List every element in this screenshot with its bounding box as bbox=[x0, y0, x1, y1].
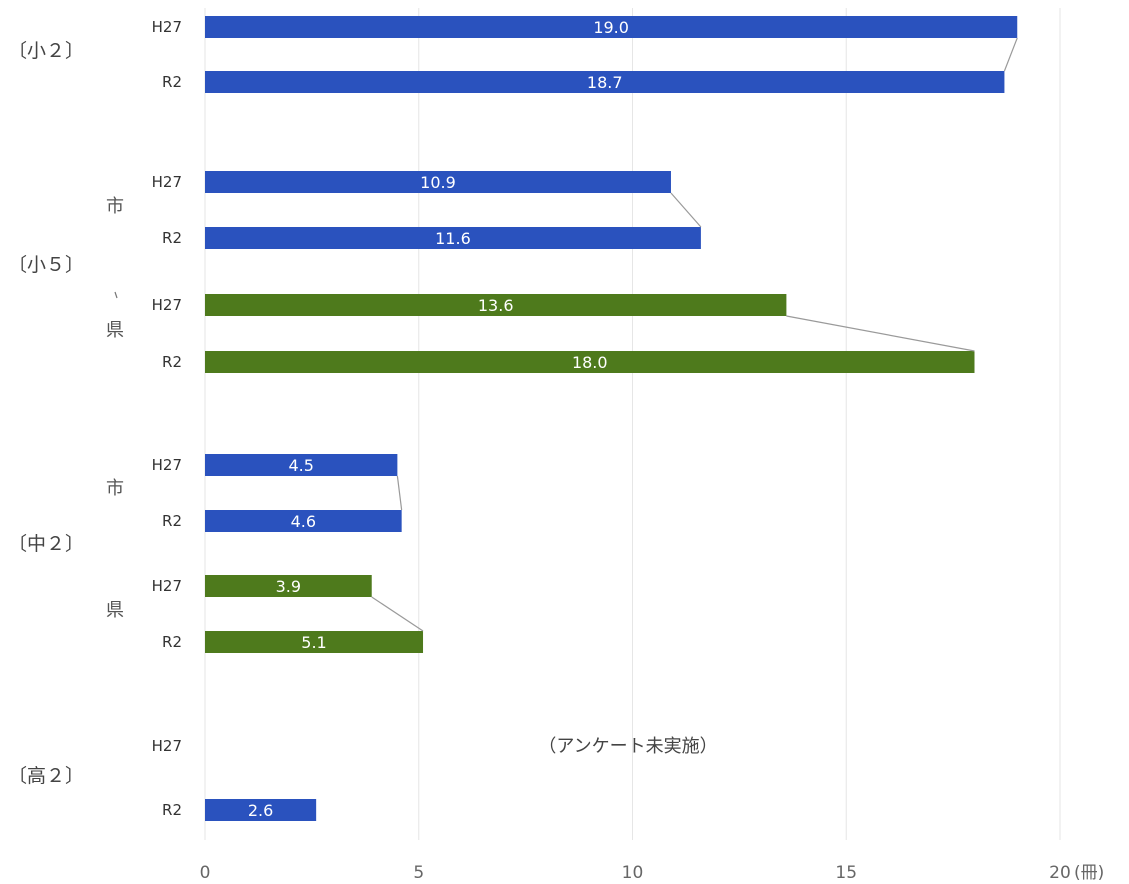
change-connector-line bbox=[396, 475, 403, 511]
year-label: R2 bbox=[162, 73, 182, 91]
year-label: R2 bbox=[162, 229, 182, 247]
change-connector-line bbox=[670, 192, 702, 228]
bar-value-label: 10.9 bbox=[420, 173, 456, 192]
bar bbox=[205, 631, 424, 653]
separator-mark bbox=[114, 291, 118, 299]
x-tick-label: 20 bbox=[1049, 863, 1071, 883]
bar-value-label: 5.1 bbox=[301, 633, 326, 652]
bar bbox=[205, 227, 701, 249]
bar bbox=[205, 294, 787, 316]
year-label: R2 bbox=[162, 512, 182, 530]
year-label: H27 bbox=[152, 18, 182, 36]
year-label: H27 bbox=[152, 173, 182, 191]
x-tick-label: 5 bbox=[413, 863, 424, 883]
group-label: 〔高２〕 bbox=[8, 765, 84, 787]
bar-value-label: 18.7 bbox=[587, 73, 623, 92]
bar-value-label: 13.6 bbox=[478, 296, 514, 315]
annotation-not-surveyed: （アンケート未実施） bbox=[538, 736, 717, 757]
x-unit-label: (冊) bbox=[1074, 863, 1104, 883]
side-label: 市 bbox=[106, 478, 124, 499]
bar bbox=[205, 799, 317, 821]
x-tick-label: 0 bbox=[200, 863, 211, 883]
change-connector-line bbox=[371, 596, 424, 632]
bar bbox=[205, 71, 1005, 93]
year-label: H27 bbox=[152, 577, 182, 595]
bar bbox=[205, 575, 372, 597]
side-label: 市 bbox=[106, 196, 124, 217]
side-label: 県 bbox=[106, 320, 124, 341]
bar bbox=[205, 510, 402, 532]
change-connector-line bbox=[786, 315, 975, 352]
bar bbox=[205, 16, 1018, 38]
bar bbox=[205, 171, 671, 193]
x-tick-label: 10 bbox=[622, 863, 644, 883]
year-label: R2 bbox=[162, 801, 182, 819]
bar bbox=[205, 351, 975, 373]
year-label: H27 bbox=[152, 296, 182, 314]
year-label: R2 bbox=[162, 353, 182, 371]
x-tick-label: 15 bbox=[835, 863, 857, 883]
group-label: 〔小５〕 bbox=[8, 254, 84, 276]
bar-value-label: 2.6 bbox=[248, 801, 273, 820]
bar bbox=[205, 454, 398, 476]
bar-value-label: 18.0 bbox=[572, 353, 608, 372]
group-label: 〔中２〕 bbox=[8, 533, 84, 555]
year-label: H27 bbox=[152, 456, 182, 474]
year-label: H27 bbox=[152, 737, 182, 755]
bar-value-label: 4.6 bbox=[291, 512, 316, 531]
bar-value-label: 3.9 bbox=[276, 577, 301, 596]
change-connector-line bbox=[1003, 37, 1018, 72]
year-label: R2 bbox=[162, 633, 182, 651]
group-label: 〔小２〕 bbox=[8, 40, 84, 62]
side-label: 県 bbox=[106, 600, 124, 621]
bar-value-label: 19.0 bbox=[593, 18, 629, 37]
bar-value-label: 4.5 bbox=[288, 456, 313, 475]
bar-value-label: 11.6 bbox=[435, 229, 471, 248]
